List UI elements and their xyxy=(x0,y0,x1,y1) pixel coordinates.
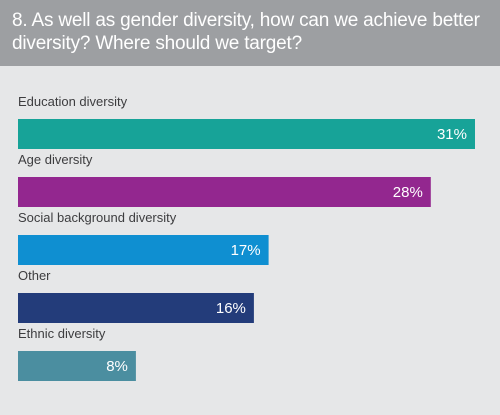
category-label: Other xyxy=(18,268,51,283)
bar-row: Social background diversity 17% xyxy=(18,210,269,265)
bar xyxy=(18,351,136,381)
bar xyxy=(18,119,475,149)
bar-row: Other 16% xyxy=(18,268,254,323)
bar xyxy=(18,235,269,265)
bar-row: Education diversity 31% xyxy=(18,94,475,149)
value-label: 28% xyxy=(393,184,423,201)
bar-row: Age diversity 28% xyxy=(18,152,431,207)
category-label: Education diversity xyxy=(18,94,128,109)
category-label: Age diversity xyxy=(18,152,93,167)
chart-title: 8. As well as gender diversity, how can … xyxy=(12,10,480,54)
value-label: 8% xyxy=(106,358,128,375)
value-label: 31% xyxy=(437,126,467,143)
category-label: Social background diversity xyxy=(18,210,177,225)
bar xyxy=(18,177,431,207)
bar xyxy=(18,293,254,323)
value-label: 16% xyxy=(216,300,246,317)
bar-chart: Education diversity 31% Age diversity 28% So… xyxy=(18,94,475,381)
category-label: Ethnic diversity xyxy=(18,326,106,341)
chart-header: 8. As well as gender diversity, how can … xyxy=(0,0,500,66)
bar-row: Ethnic diversity 8% xyxy=(18,326,136,381)
value-label: 17% xyxy=(231,242,261,259)
